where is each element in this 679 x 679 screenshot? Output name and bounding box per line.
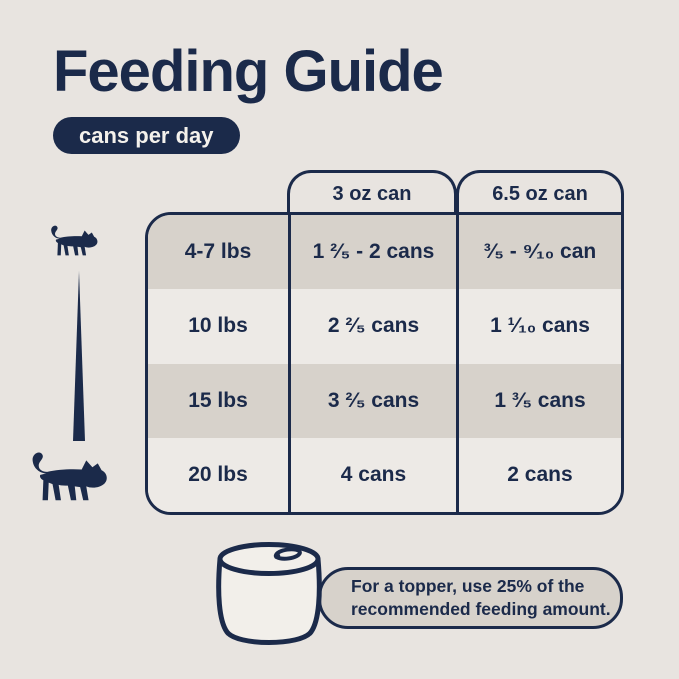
topper-note-line1: For a topper, use 25% of the [351,575,585,596]
column-divider [288,215,291,290]
column-divider [456,289,459,364]
amount-cell-3oz: 3 ²⁄₅ cans [291,363,456,438]
amount-cell-3oz: 1 ²⁄₅ - 2 cans [291,215,456,290]
large-cat-icon [32,452,107,501]
weight-cell: 4-7 lbs [148,215,288,290]
column-divider [456,363,459,438]
column-divider [288,437,291,512]
amount-cell-6-5oz: 1 ³⁄₅ cans [459,363,621,438]
cat-size-wedge [73,271,85,441]
weight-cell: 15 lbs [148,363,288,438]
amount-cell-3oz: 2 ²⁄₅ cans [291,289,456,364]
amount-cell-3oz: 4 cans [291,437,456,512]
column-header-6-5oz: 6.5 oz can [456,170,624,215]
column-divider [288,289,291,364]
column-header-3oz: 3 oz can [287,170,457,215]
amount-cell-6-5oz: 2 cans [459,437,621,512]
amount-cell-6-5oz: 1 ¹⁄₁₀ cans [459,289,621,364]
small-cat-icon [51,225,98,256]
column-divider [288,363,291,438]
topper-note: For a topper, use 25% of the recommended… [318,567,623,629]
amount-cell-6-5oz: ³⁄₅ - ⁹⁄₁₀ can [459,215,621,290]
feeding-table: 4-7 lbs 1 ²⁄₅ - 2 cans ³⁄₅ - ⁹⁄₁₀ can 10… [145,212,624,515]
subtitle-badge: cans per day [53,117,240,154]
topper-note-line2: recommended feeding amount. [351,599,611,619]
page-title: Feeding Guide [53,39,444,104]
food-can-icon [216,542,322,645]
weight-cell: 10 lbs [148,289,288,364]
column-divider [456,215,459,290]
column-divider [456,437,459,512]
weight-cell: 20 lbs [148,437,288,512]
